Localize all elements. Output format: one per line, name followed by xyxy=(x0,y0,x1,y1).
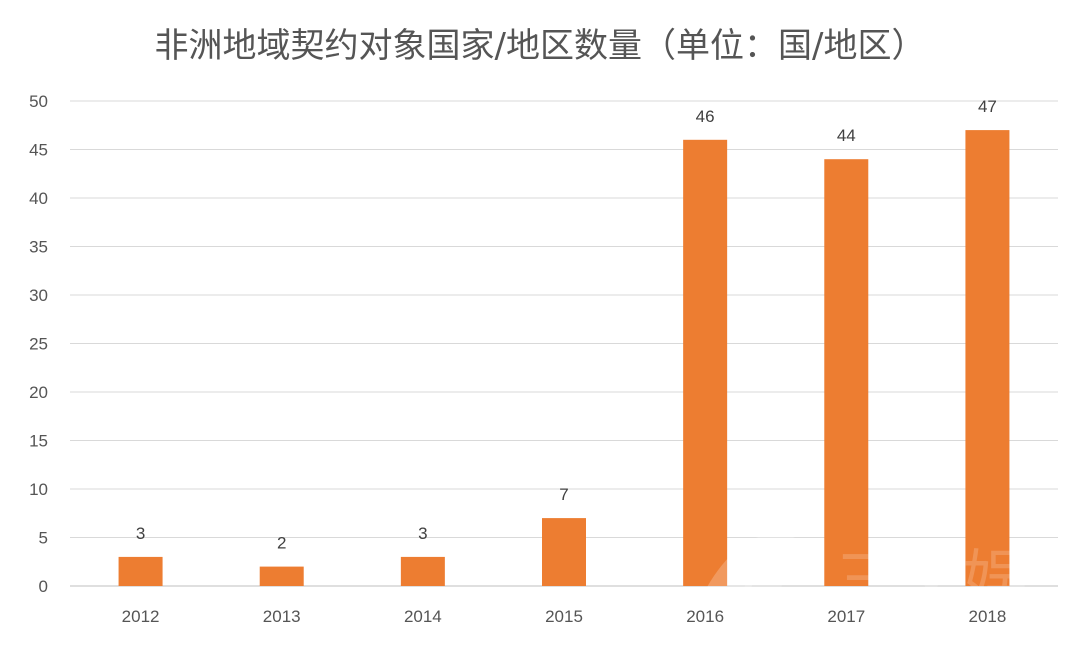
x-axis-ticks: 2012 2013 2014 2015 2016 2017 2018 xyxy=(122,607,1007,626)
data-label: 3 xyxy=(136,524,145,543)
y-tick-label: 40 xyxy=(29,189,48,208)
chart-title: 非洲地域契约对象国家/地区数量（单位：国/地区） xyxy=(155,26,926,66)
bars xyxy=(118,130,1010,587)
y-tick-label: 20 xyxy=(29,383,48,402)
data-label: 47 xyxy=(978,97,997,116)
watermark-swoosh-inner-icon xyxy=(735,547,818,600)
watermark-text: 三文娱 xyxy=(835,544,1027,618)
bar xyxy=(542,518,586,586)
bar xyxy=(824,159,869,586)
x-tick-label: 2018 xyxy=(969,607,1007,626)
data-label: 44 xyxy=(837,126,856,145)
x-tick-label: 2017 xyxy=(827,607,865,626)
x-tick-label: 2015 xyxy=(545,607,583,626)
gridlines xyxy=(70,100,1058,587)
x-tick-label: 2014 xyxy=(404,607,442,626)
y-axis-ticks: 0 5 10 15 20 25 30 35 40 45 50 xyxy=(29,92,48,596)
watermark-swoosh-icon xyxy=(700,532,800,600)
x-tick-label: 2013 xyxy=(263,607,301,626)
y-tick-label: 25 xyxy=(29,335,48,354)
bar xyxy=(259,566,304,586)
y-tick-label: 10 xyxy=(29,480,48,499)
bar xyxy=(400,556,445,586)
bar xyxy=(683,139,728,587)
y-tick-label: 45 xyxy=(29,141,48,160)
data-label: 7 xyxy=(559,485,568,504)
bar xyxy=(965,130,1010,586)
y-tick-label: 35 xyxy=(29,238,48,257)
y-tick-label: 15 xyxy=(29,432,48,451)
watermark-logo: 三文娱 xyxy=(700,532,1027,618)
x-tick-label: 2012 xyxy=(122,607,160,626)
y-tick-label: 5 xyxy=(39,529,48,548)
data-label: 46 xyxy=(696,107,715,126)
y-tick-label: 50 xyxy=(29,92,48,111)
x-tick-label: 2016 xyxy=(686,607,724,626)
y-tick-label: 0 xyxy=(39,577,48,596)
y-tick-label: 30 xyxy=(29,286,48,305)
data-label: 3 xyxy=(418,524,427,543)
data-label: 2 xyxy=(277,534,286,553)
data-labels: 3 2 3 7 46 44 47 xyxy=(136,97,997,552)
bar xyxy=(118,556,163,586)
